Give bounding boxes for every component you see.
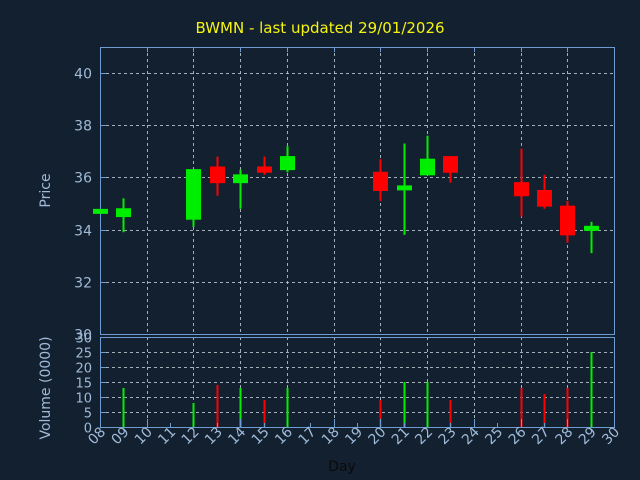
- candlestick-day-09: [116, 198, 131, 233]
- volume-y-tick-label: 0: [84, 422, 92, 437]
- candle-body: [280, 156, 295, 171]
- x-axis-label-day: Day: [328, 459, 356, 475]
- candlestick-day-23: [443, 156, 458, 183]
- candlestick-day-16: [280, 146, 295, 173]
- candle-body: [537, 190, 552, 207]
- candle-body: [373, 171, 388, 191]
- candlestick-day-13: [210, 156, 225, 196]
- candle-body: [186, 169, 201, 220]
- candle-body: [93, 208, 108, 214]
- candle-body: [257, 166, 272, 173]
- candlestick-day-08: [93, 208, 108, 214]
- candlestick-day-28: [560, 200, 575, 243]
- candlestick-day-15: [257, 156, 272, 175]
- candlestick-day-26: [514, 148, 529, 217]
- candlestick-day-20: [373, 159, 388, 201]
- price-y-tick-label: 38: [74, 119, 92, 135]
- candlestick-day-29: [584, 221, 599, 254]
- candle-body: [443, 156, 458, 173]
- volume-y-tick-label: 15: [75, 377, 92, 392]
- price-y-tick-label: 34: [74, 224, 92, 240]
- volume-y-tick-label: 25: [75, 347, 92, 362]
- candlestick-day-12: [186, 169, 201, 228]
- candle-body: [584, 225, 599, 231]
- candle-body: [560, 205, 575, 236]
- price-y-tick-label: 40: [74, 67, 92, 83]
- volume-y-tick-label: 5: [84, 407, 92, 422]
- candlestick-day-14: [233, 169, 248, 209]
- y-axis-label-volume: Volume (0000): [38, 336, 54, 439]
- candle-body: [514, 182, 529, 197]
- price-y-tick-label: 32: [74, 276, 92, 292]
- volume-y-tick-label: 20: [75, 362, 92, 377]
- candle-body: [420, 158, 435, 176]
- price-y-tick-label: 30: [74, 328, 92, 344]
- chart-title: BWMN - last updated 29/01/2026: [195, 19, 444, 37]
- candlestick-day-21: [397, 143, 412, 235]
- candle-body: [116, 208, 131, 218]
- y-axis-label-price: Price: [38, 173, 54, 207]
- price-panel: 40 38 36 34 32 30: [74, 47, 615, 344]
- candlestick-day-22: [420, 135, 435, 176]
- volume-y-tick-label: 10: [75, 392, 92, 407]
- price-y-tick-label: 36: [74, 171, 92, 187]
- candle-body: [210, 166, 225, 184]
- candle-body: [397, 185, 412, 191]
- price-panel-border: [100, 47, 615, 335]
- candle-body: [233, 174, 248, 184]
- candlestick-day-27: [537, 174, 552, 209]
- volume-y-tick-label: 30: [75, 332, 92, 347]
